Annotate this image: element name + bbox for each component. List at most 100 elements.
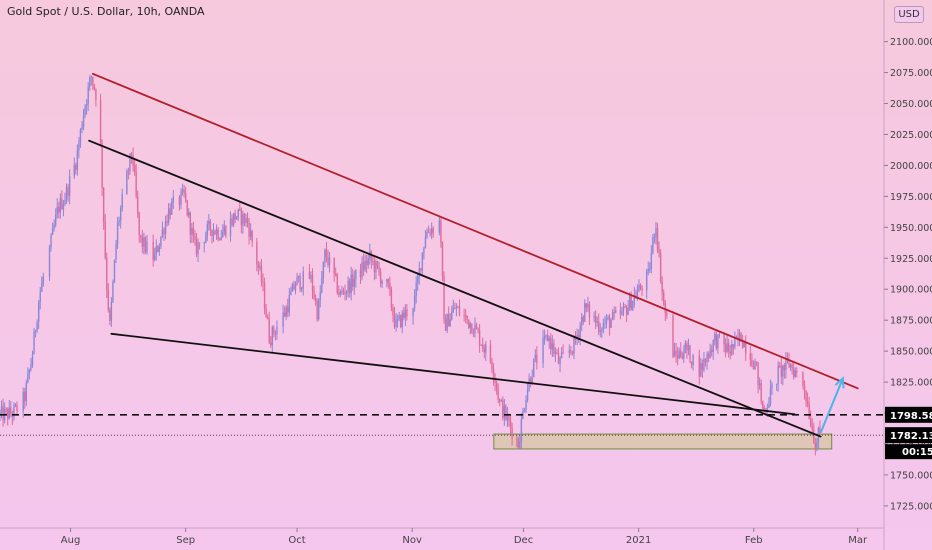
- candle-body: [79, 129, 82, 143]
- candle-body: [678, 350, 680, 359]
- candle-body: [523, 409, 526, 412]
- candle-body: [164, 221, 167, 235]
- candle-body: [362, 261, 365, 271]
- candle-body: [195, 239, 198, 255]
- candle-body: [661, 281, 663, 293]
- candle-body: [386, 279, 388, 282]
- candle-body: [413, 295, 416, 309]
- candle-body: [754, 361, 756, 370]
- candle-body: [160, 236, 162, 247]
- candle-body: [328, 257, 331, 266]
- candles-layer: [0, 75, 821, 456]
- candle-body: [494, 377, 496, 383]
- candle-body: [171, 201, 173, 215]
- candle-body: [752, 365, 755, 370]
- candle-body: [548, 338, 550, 341]
- candle-body: [99, 99, 102, 144]
- candle-body: [628, 296, 631, 308]
- price-tick-label: 2050.000: [890, 99, 932, 110]
- candle-body: [783, 365, 786, 371]
- candle-body: [542, 338, 544, 363]
- candle-body: [321, 278, 323, 293]
- candle-body: [480, 344, 482, 346]
- candle-body: [132, 155, 134, 166]
- candle-body: [223, 226, 226, 232]
- candle-body: [550, 338, 552, 350]
- candle-body: [172, 196, 174, 202]
- candle-body: [632, 301, 634, 310]
- candle-body: [664, 303, 666, 313]
- price-tick-label: 2075.000: [890, 68, 932, 79]
- candle-body: [352, 274, 354, 287]
- candle-body: [186, 200, 188, 216]
- candle-body: [794, 370, 796, 377]
- candle-body: [64, 200, 66, 204]
- candle-body: [503, 405, 506, 418]
- currency-button[interactable]: USD: [894, 6, 924, 23]
- candle-body: [792, 368, 795, 377]
- candle-body: [432, 228, 434, 233]
- last-price-tag: 1782.135: [890, 431, 932, 442]
- candle-body: [138, 212, 140, 235]
- candle-body: [588, 304, 591, 318]
- candle-body: [663, 292, 665, 304]
- candle-body: [239, 209, 241, 211]
- candle-body: [129, 153, 131, 172]
- candle-body: [392, 307, 394, 315]
- candle-body: [791, 364, 793, 369]
- candle-body: [119, 208, 122, 221]
- candle-body: [666, 312, 668, 316]
- candle-body: [232, 213, 235, 225]
- candle-body: [608, 317, 611, 328]
- candle-body: [466, 315, 468, 320]
- candle-body: [393, 314, 396, 327]
- candle-body: [581, 316, 583, 326]
- candle-body: [316, 300, 318, 320]
- candle-body: [811, 425, 813, 430]
- candle-body: [714, 334, 716, 340]
- candle-body: [135, 171, 137, 196]
- candle-body: [760, 383, 762, 401]
- candle-body: [559, 357, 561, 364]
- candle-body: [299, 275, 301, 290]
- candle-body: [390, 289, 393, 308]
- candle-body: [181, 189, 184, 192]
- candle-body: [690, 362, 693, 365]
- candle-body: [89, 78, 91, 87]
- candle-body: [698, 354, 700, 377]
- candle-body: [347, 280, 349, 292]
- candle-body: [39, 291, 41, 303]
- price-tick-label: 2025.000: [890, 130, 932, 141]
- candle-body: [769, 388, 772, 405]
- candle-body: [65, 186, 68, 201]
- candle-body: [520, 418, 523, 442]
- candle-body: [25, 382, 28, 402]
- candle-body: [491, 361, 493, 370]
- candle-body: [500, 400, 502, 402]
- candle-body: [67, 186, 69, 196]
- candle-body: [528, 378, 530, 391]
- candle-body: [338, 293, 340, 295]
- candle-body: [536, 354, 538, 363]
- time-tick-label: Sep: [176, 535, 195, 546]
- price-tick-label: 2100.000: [890, 37, 932, 48]
- candle-body: [489, 344, 492, 362]
- candle-body: [755, 361, 758, 363]
- candle-body: [31, 354, 34, 365]
- candle-body: [214, 230, 216, 235]
- candle-body: [152, 241, 154, 260]
- candle-body: [396, 319, 399, 321]
- candle-body: [237, 209, 239, 217]
- candle-body: [599, 331, 601, 333]
- candle-body: [621, 310, 623, 315]
- candle-body: [68, 176, 71, 196]
- candle-body: [373, 261, 376, 273]
- candle-body: [619, 310, 622, 315]
- candle-body: [446, 314, 448, 331]
- candle-body: [27, 373, 29, 383]
- candle-body: [85, 103, 88, 107]
- candle-body: [260, 265, 263, 282]
- candle-body: [167, 208, 170, 223]
